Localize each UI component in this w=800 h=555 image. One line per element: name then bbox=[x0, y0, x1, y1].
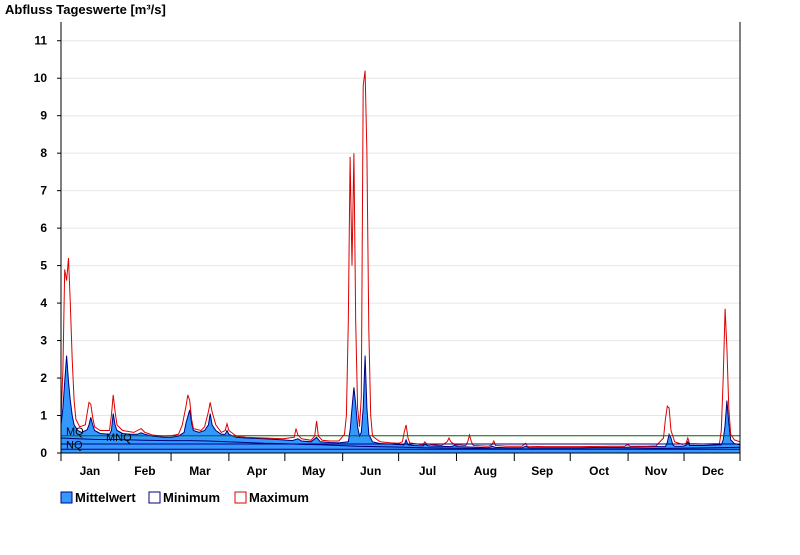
y-tick-label: 0 bbox=[40, 446, 47, 460]
legend-label-minimum: Minimum bbox=[163, 490, 220, 505]
x-tick-label: Feb bbox=[134, 464, 155, 478]
x-tick-label: Nov bbox=[645, 464, 668, 478]
reference-label-mnq: MNQ bbox=[106, 432, 132, 444]
reference-label-mq: MQ bbox=[66, 426, 84, 438]
series-area-mittelwert bbox=[61, 355, 740, 453]
y-tick-label: 10 bbox=[34, 71, 48, 85]
x-tick-label: Aug bbox=[474, 464, 497, 478]
y-tick-label: 8 bbox=[40, 146, 47, 160]
y-tick-label: 2 bbox=[40, 371, 47, 385]
legend: Mittelwert Minimum Maximum bbox=[60, 490, 309, 505]
series-group bbox=[60, 70, 741, 453]
axes: 0 1 2 3 4 5 6 7 8 9 10 11 Jan Feb Mar Apr May Jun Jul Aug Se… bbox=[34, 22, 741, 478]
legend-label-mittelwert: Mittelwert bbox=[75, 490, 136, 505]
series-outline-mittelwert bbox=[60, 355, 741, 449]
x-tick-label: Oct bbox=[589, 464, 609, 478]
y-tick-label: 7 bbox=[40, 184, 47, 198]
y-tick-label: 6 bbox=[40, 221, 47, 235]
y-tick-label: 3 bbox=[40, 334, 47, 348]
series-line-maximum bbox=[60, 70, 741, 448]
legend-swatch-mittelwert bbox=[60, 491, 73, 504]
grid bbox=[61, 40, 740, 417]
chart-title: Abfluss Tageswerte [m³/s] bbox=[5, 2, 166, 17]
y-tick-label: 5 bbox=[40, 259, 47, 273]
x-tick-label: May bbox=[302, 464, 326, 478]
legend-swatch-minimum bbox=[148, 491, 161, 504]
legend-label-maximum: Maximum bbox=[249, 490, 309, 505]
y-tick-label: 4 bbox=[40, 296, 47, 310]
y-tick-label: 9 bbox=[40, 109, 47, 123]
y-tick-label: 11 bbox=[34, 34, 47, 48]
reference-lines: MQ MNQ NQ bbox=[61, 426, 740, 451]
y-tick-label: 1 bbox=[40, 409, 47, 423]
reference-label-nq: NQ bbox=[66, 439, 83, 451]
x-tick-label: Sep bbox=[531, 464, 553, 478]
x-tick-label: Mar bbox=[189, 464, 211, 478]
legend-swatch-maximum bbox=[234, 491, 247, 504]
x-tick-label: Jun bbox=[360, 464, 381, 478]
x-tick-label: Jan bbox=[80, 464, 101, 478]
x-tick-label: Dec bbox=[702, 464, 724, 478]
x-tick-label: Jul bbox=[419, 464, 436, 478]
x-tick-label: Apr bbox=[247, 464, 268, 478]
